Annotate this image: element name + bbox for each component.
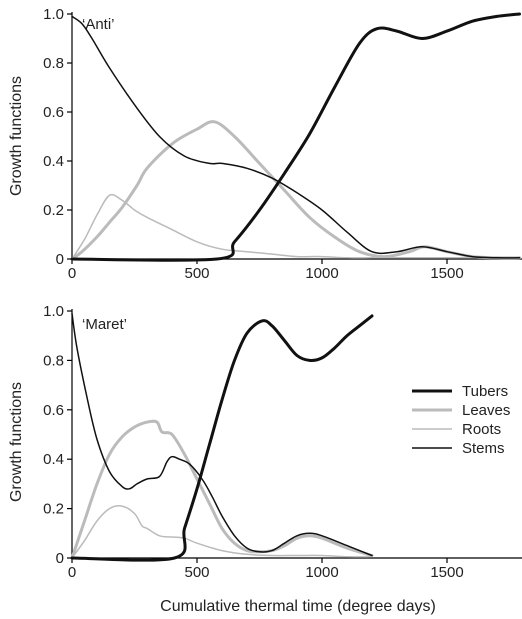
legend: Tubers Leaves Roots Stems (412, 383, 510, 457)
panel-label-anti: ‘Anti’ (82, 16, 115, 33)
y-tick-label: 0.6 (43, 104, 64, 121)
y-tick-label: 0.2 (43, 501, 64, 518)
y-tick-label: 0.8 (43, 55, 64, 72)
series-line-roots (71, 193, 521, 260)
x-tick-label: 0 (68, 564, 76, 581)
x-tick-label: 1000 (305, 564, 338, 581)
x-tick-label: 1500 (430, 564, 463, 581)
x-tick-label: 1000 (305, 265, 338, 282)
series-maret (70, 312, 374, 562)
series-line-tubers (70, 12, 521, 262)
y-axis-title-anti: Growth functions (8, 76, 25, 196)
series-line-leaves (70, 419, 374, 560)
y-tick-label: 0.6 (43, 402, 64, 419)
y-tick-label: 1.0 (43, 303, 64, 320)
x-axis-title: Cumulative thermal time (degree days) (160, 598, 436, 615)
panel-label-maret: ‘Maret’ (82, 316, 127, 333)
panel-anti: ‘Anti’ Growth functions 0 0.2 0.4 0.6 0.8 1.0… (8, 6, 522, 282)
x-tick-label: 500 (184, 564, 209, 581)
series-line-roots (71, 505, 373, 559)
y-tick-label: 0.4 (43, 153, 64, 170)
legend-label-roots: Roots (462, 421, 501, 438)
series-anti (70, 12, 521, 262)
x-tick-label: 0 (68, 265, 76, 282)
legend-label-stems: Stems (462, 440, 505, 457)
y-tick-label: 0.2 (43, 202, 64, 219)
panel-maret: ‘Maret’ Growth functions 0 0.2 0.4 0.6 0.8 1.… (8, 303, 522, 615)
y-axis-title-maret: Growth functions (8, 382, 25, 502)
series-line-leaves (70, 120, 521, 261)
x-tick-label: 1500 (430, 265, 463, 282)
series-line-stems (71, 15, 521, 259)
ticks-maret: 0 0.2 0.4 0.6 0.8 1.0 0 500 1000 1500 (43, 303, 464, 581)
legend-label-tubers: Tubers (462, 383, 508, 400)
y-tick-label: 0 (56, 550, 64, 567)
y-tick-label: 0 (56, 251, 64, 268)
series-line-stems (71, 312, 373, 557)
legend-label-leaves: Leaves (462, 402, 510, 419)
y-tick-label: 1.0 (43, 6, 64, 23)
series-line-tubers (70, 314, 374, 562)
x-tick-label: 500 (184, 265, 209, 282)
ticks-anti: 0 0.2 0.4 0.6 0.8 1.0 0 500 1000 1500 (43, 6, 464, 282)
y-tick-label: 0.8 (43, 352, 64, 369)
axes-anti (71, 12, 522, 260)
y-tick-label: 0.4 (43, 451, 64, 468)
